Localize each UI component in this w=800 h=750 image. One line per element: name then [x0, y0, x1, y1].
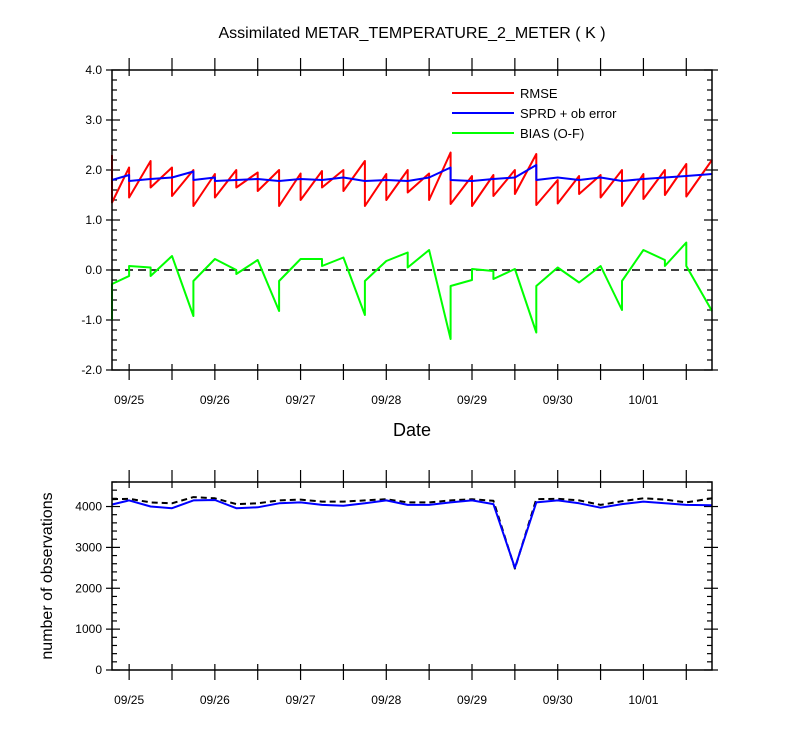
bottom-series-possible-observations: [111, 496, 713, 570]
legend: RMSE SPRD + ob error BIAS (O-F): [452, 86, 617, 141]
bottom-x-tick-label: 09/29: [457, 693, 487, 707]
y-axis-title-observations: number of observations: [39, 492, 56, 659]
top-x-tick-label: 09/25: [114, 393, 144, 407]
bottom-panel-frame: [111, 481, 713, 671]
bottom-y-tick-label: 0: [95, 663, 102, 677]
bottom-panel-series: [111, 496, 713, 570]
bottom-x-tick-label: 09/28: [371, 693, 401, 707]
bottom-x-tick-label: 09/30: [543, 693, 573, 707]
top-x-tick-label: 09/29: [457, 393, 487, 407]
bottom-y-tick-label: 4000: [75, 500, 102, 514]
top-panel-y-tick-labels: -2.0 -1.0 0.0 1.0 2.0 3.0 4.0: [81, 63, 102, 377]
bottom-panel-y-tick-labels: 0 1000 2000 3000 4000: [75, 500, 102, 677]
top-x-tick-label: 09/30: [543, 393, 573, 407]
bottom-x-tick-label: 09/25: [114, 693, 144, 707]
top-x-tick-label: 10/01: [628, 393, 658, 407]
top-panel-frame: [111, 69, 713, 371]
top-y-tick-label: 0.0: [85, 263, 102, 277]
top-y-tick-label: 2.0: [85, 163, 102, 177]
top-panel-ticks: [106, 58, 718, 380]
legend-label: SPRD + ob error: [520, 106, 617, 121]
bottom-x-tick-label: 10/01: [628, 693, 658, 707]
top-y-tick-label: 3.0: [85, 113, 102, 127]
bottom-x-tick-label: 09/27: [286, 693, 316, 707]
legend-label: BIAS (O-F): [520, 126, 584, 141]
top-panel: -2.0-1.00.01.02.03.04.0 09/25 09/26 09/27 0…: [81, 58, 718, 407]
bottom-y-tick-label: 2000: [75, 581, 102, 595]
top-y-tick-label: -1.0: [81, 313, 102, 327]
x-axis-title: Date: [393, 420, 431, 440]
top-y-tick-label: 4.0: [85, 63, 102, 77]
bottom-series-assimilated-observations: [111, 499, 713, 569]
top-series-bias-o-f: [111, 241, 713, 340]
top-series-rmse: [111, 151, 713, 207]
bottom-y-tick-label: 1000: [75, 622, 102, 636]
top-y-tick-label: 1.0: [85, 213, 102, 227]
bottom-panel-x-tick-labels: 09/25 09/26 09/27 09/28 09/29 09/30 10/01: [114, 693, 659, 707]
top-x-tick-label: 09/28: [371, 393, 401, 407]
top-y-tick-label: -2.0: [81, 363, 102, 377]
chart-title: Assimilated METAR_TEMPERATURE_2_METER ( …: [218, 25, 605, 42]
top-series-sprd-ob-error: [111, 164, 713, 182]
top-panel-x-tick-labels: 09/25 09/26 09/27 09/28 09/29 09/30 10/01: [114, 393, 659, 407]
bottom-y-tick-label: 3000: [75, 540, 102, 554]
top-x-tick-label: 09/26: [200, 393, 230, 407]
legend-label: RMSE: [520, 86, 558, 101]
top-panel-series: [111, 151, 713, 340]
top-x-tick-label: 09/27: [286, 393, 316, 407]
bottom-x-tick-label: 09/26: [200, 693, 230, 707]
